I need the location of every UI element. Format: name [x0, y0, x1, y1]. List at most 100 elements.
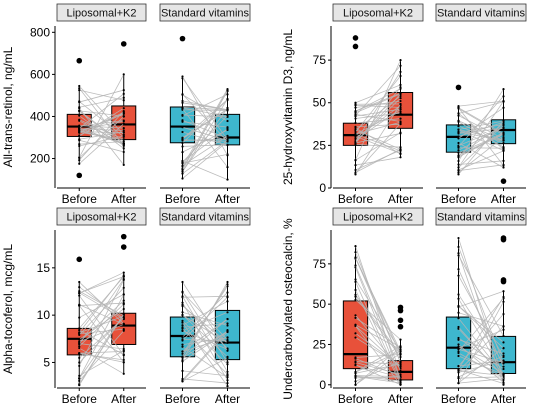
x-tick-label: After	[388, 392, 413, 406]
subject-point	[122, 144, 125, 147]
subject-point	[226, 109, 229, 112]
subject-point	[78, 304, 81, 307]
subject-point	[181, 136, 184, 139]
subject-point	[457, 338, 460, 341]
subject-point	[122, 349, 125, 352]
subject-point	[457, 293, 460, 296]
subject-point	[399, 156, 402, 159]
outlier-point	[397, 323, 404, 330]
subject-line	[78, 123, 125, 165]
subject-line	[182, 320, 228, 365]
subject-line	[79, 135, 124, 147]
subject-point	[122, 278, 125, 282]
subject-point	[181, 161, 184, 164]
subject-point	[226, 126, 229, 129]
subject-line	[79, 302, 124, 307]
x-tick-label: After	[215, 192, 240, 206]
subject-line	[182, 300, 228, 326]
subject-line	[458, 294, 504, 364]
subject-point	[181, 141, 184, 145]
paired-lines	[78, 73, 125, 166]
subject-point	[457, 135, 460, 138]
subject-point	[457, 350, 460, 353]
subject-point	[457, 159, 460, 163]
subject-line	[355, 375, 401, 377]
subject-line	[79, 125, 124, 129]
x-tick-label: After	[491, 392, 516, 406]
subject-line	[355, 358, 401, 377]
subject-line	[458, 126, 504, 151]
subject-point	[226, 98, 229, 101]
subject-line	[458, 355, 504, 375]
outlier-point	[76, 57, 83, 64]
subject-point	[354, 117, 357, 120]
subject-line	[79, 343, 124, 350]
subject-line	[458, 123, 504, 134]
subject-line	[182, 328, 228, 375]
subject-point	[457, 145, 460, 148]
subject-line	[458, 237, 504, 381]
y-tick-label: 0	[319, 181, 326, 195]
subject-line	[355, 133, 401, 152]
subject-point	[457, 106, 460, 109]
subject-line	[182, 98, 228, 172]
subject-line	[79, 120, 124, 131]
subject-point	[502, 378, 505, 382]
subject-point	[181, 319, 184, 322]
subject-point	[226, 330, 229, 334]
subject-point	[399, 346, 402, 349]
subject-point	[457, 128, 460, 131]
subject-line	[79, 350, 124, 377]
subject-point	[354, 137, 357, 140]
subject-point	[399, 64, 402, 67]
subject-point	[181, 119, 184, 122]
subject-point	[399, 70, 402, 73]
subject-point	[457, 151, 460, 154]
subject-point	[399, 92, 402, 95]
subject-point	[78, 374, 81, 377]
subject-point	[226, 295, 229, 298]
subject-point	[502, 123, 505, 126]
subject-point	[122, 96, 125, 99]
y-tick-label: 600	[30, 67, 50, 81]
subject-point	[502, 347, 505, 350]
subject-point	[502, 106, 505, 109]
subject-line	[355, 296, 401, 358]
strip-label: Liposomal+K2	[343, 8, 413, 20]
x-tick-label: Before	[441, 392, 477, 406]
subject-point	[181, 101, 184, 104]
subject-point	[399, 146, 402, 149]
subject-point	[181, 355, 184, 358]
subject-point	[354, 360, 357, 363]
subject-point	[78, 316, 81, 319]
subject-point	[399, 152, 402, 155]
subject-point	[78, 285, 81, 289]
subject-point	[78, 162, 81, 165]
subject-point	[457, 163, 460, 166]
subject-point	[226, 355, 229, 358]
subject-point	[354, 256, 357, 259]
subject-point	[354, 251, 357, 254]
subject-line	[79, 107, 124, 137]
subject-point	[78, 327, 81, 330]
subject-point	[122, 140, 125, 143]
subject-point	[78, 89, 81, 92]
subject-point	[399, 59, 402, 62]
subject-point	[181, 343, 184, 346]
subject-point	[78, 340, 81, 343]
strip-label: Liposomal+K2	[343, 212, 413, 224]
panel-liposomal: Liposomal+K2 Before After	[56, 207, 147, 406]
subject-point	[78, 156, 81, 159]
subject-line	[458, 124, 504, 168]
subject-point	[502, 300, 505, 303]
subject-point	[122, 73, 125, 76]
outlier-point	[352, 35, 359, 41]
box-iqr	[214, 309, 241, 361]
panel-liposomal: Liposomal+K2 Before After	[56, 3, 147, 206]
subject-line	[182, 346, 228, 378]
subject-line	[355, 375, 401, 384]
subject-point	[502, 127, 505, 130]
subject-point	[181, 301, 184, 304]
subject-line	[355, 361, 401, 382]
y-tick-label: 15	[37, 261, 51, 275]
